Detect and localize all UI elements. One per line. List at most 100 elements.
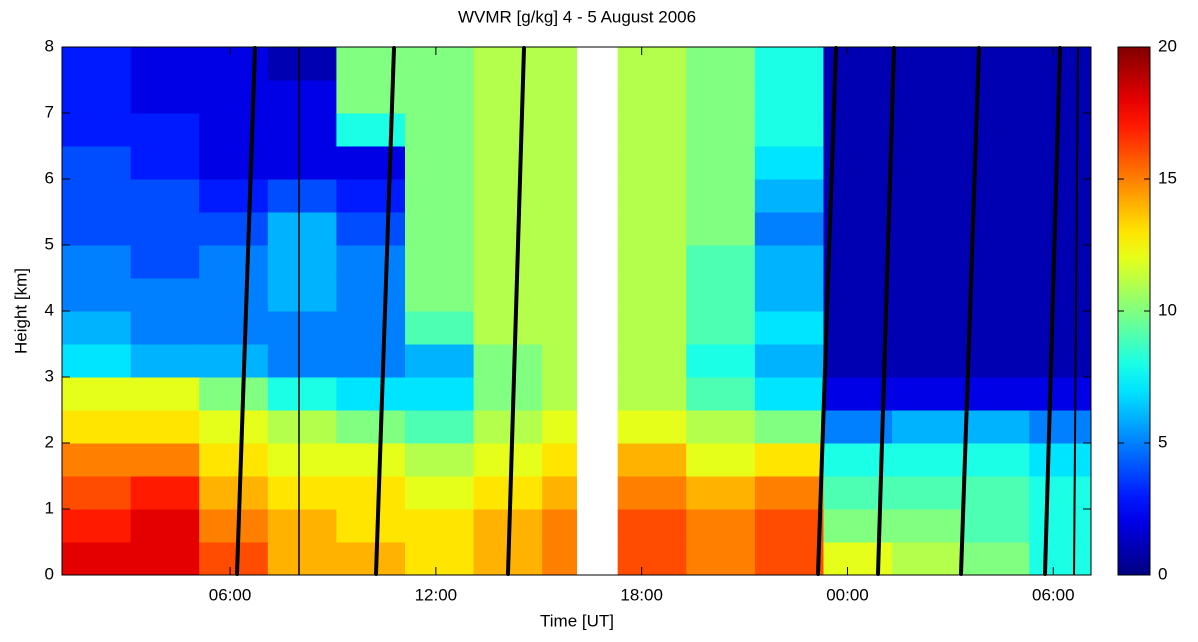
- heatmap-cell: [542, 212, 577, 246]
- heatmap-cell: [542, 113, 577, 147]
- heatmap-cell: [473, 47, 543, 81]
- heatmap-cell: [336, 443, 406, 477]
- heatmap-cell: [199, 509, 269, 543]
- heatmap-cell: [617, 542, 687, 576]
- heatmap-cell: [267, 47, 337, 81]
- heatmap-cell: [892, 113, 962, 147]
- heatmap-cell: [754, 278, 824, 312]
- heatmap-cell: [336, 476, 406, 510]
- heatmap-cell: [823, 278, 893, 312]
- x-tick-label: 06:00: [209, 585, 252, 604]
- heatmap-cell: [199, 113, 269, 147]
- heatmap-cell: [892, 443, 962, 477]
- heatmap-cell: [199, 311, 269, 345]
- heatmap-cell: [754, 542, 824, 576]
- heatmap-cell: [62, 245, 132, 279]
- heatmap-cell: [1029, 311, 1092, 345]
- heatmap-cell: [130, 443, 200, 477]
- y-tick-label: 3: [45, 366, 54, 385]
- heatmap-cell: [892, 311, 962, 345]
- heatmap-cell: [62, 542, 132, 576]
- heatmap-cell: [617, 509, 687, 543]
- heatmap-cell: [754, 47, 824, 81]
- heatmap-cell: [960, 47, 1030, 81]
- heatmap-cell: [130, 179, 200, 213]
- heatmap-cell: [960, 509, 1030, 543]
- y-axis-label: Height [km]: [11, 268, 30, 354]
- heatmap-cell: [686, 542, 756, 576]
- heatmap-cell: [199, 80, 269, 114]
- heatmap-cell: [62, 278, 132, 312]
- heatmap-cell: [686, 47, 756, 81]
- heatmap-cell: [686, 80, 756, 114]
- heatmap-cell: [892, 179, 962, 213]
- heatmap-cell: [473, 377, 543, 411]
- heatmap-cell: [62, 146, 132, 180]
- heatmap-cell: [542, 509, 577, 543]
- sonde-track: [235, 46, 257, 576]
- heatmap-cell: [542, 278, 577, 312]
- heatmap-cell: [617, 113, 687, 147]
- heatmap-cell: [199, 542, 269, 576]
- heatmap-cell: [405, 377, 475, 411]
- heatmap: [62, 47, 1092, 576]
- heatmap-cell: [617, 476, 687, 510]
- heatmap-cell: [823, 179, 893, 213]
- heatmap-cell: [130, 476, 200, 510]
- sonde-track: [506, 46, 526, 576]
- heatmap-cell: [686, 410, 756, 444]
- heatmap-cell: [617, 47, 687, 81]
- heatmap-cell: [130, 80, 200, 114]
- sonde-track: [1043, 46, 1062, 576]
- heatmap-cell: [542, 410, 577, 444]
- heatmap-cell: [267, 146, 337, 180]
- heatmap-cell: [62, 509, 132, 543]
- heatmap-cell: [542, 311, 577, 345]
- heatmap-cell: [405, 278, 475, 312]
- y-tick-label: 1: [45, 498, 54, 517]
- heatmap-cell: [542, 476, 577, 510]
- y-tick-label: 0: [45, 564, 54, 583]
- heatmap-cell: [267, 311, 337, 345]
- heatmap-cell: [199, 443, 269, 477]
- heatmap-cell: [686, 311, 756, 345]
- heatmap-cell: [542, 47, 577, 81]
- heatmap-cell: [405, 212, 475, 246]
- heatmap-cell: [892, 344, 962, 378]
- heatmap-cell: [960, 146, 1030, 180]
- heatmap-cell: [892, 377, 962, 411]
- heatmap-cell: [267, 278, 337, 312]
- heatmap-cell: [617, 245, 687, 279]
- heatmap-cell: [1029, 179, 1092, 213]
- heatmap-cell: [130, 113, 200, 147]
- heatmap-cell: [405, 245, 475, 279]
- heatmap-cell: [473, 212, 543, 246]
- heatmap-cell: [130, 146, 200, 180]
- heatmap-cell: [62, 47, 132, 81]
- colorbar-tick-label: 0: [1158, 564, 1167, 583]
- heatmap-cell: [62, 344, 132, 378]
- heatmap-cell: [130, 344, 200, 378]
- heatmap-cell: [473, 179, 543, 213]
- heatmap-cell: [130, 47, 200, 81]
- heatmap-cell: [336, 245, 406, 279]
- heatmap-cell: [62, 80, 132, 114]
- heatmap-cell: [336, 179, 406, 213]
- heatmap-cell: [617, 344, 687, 378]
- heatmap-cell: [617, 212, 687, 246]
- heatmap-cell: [405, 509, 475, 543]
- heatmap-cell: [199, 476, 269, 510]
- heatmap-cell: [1029, 443, 1092, 477]
- heatmap-cell: [62, 311, 132, 345]
- heatmap-cell: [892, 542, 962, 576]
- heatmap-cell: [336, 278, 406, 312]
- colorbar-tick-label: 5: [1158, 432, 1167, 451]
- y-tick-label: 7: [45, 102, 54, 121]
- heatmap-cell: [754, 443, 824, 477]
- heatmap-cell: [336, 344, 406, 378]
- heatmap-cell: [199, 344, 269, 378]
- heatmap-cell: [405, 146, 475, 180]
- heatmap-cell: [823, 344, 893, 378]
- x-tick-label: 12:00: [415, 585, 458, 604]
